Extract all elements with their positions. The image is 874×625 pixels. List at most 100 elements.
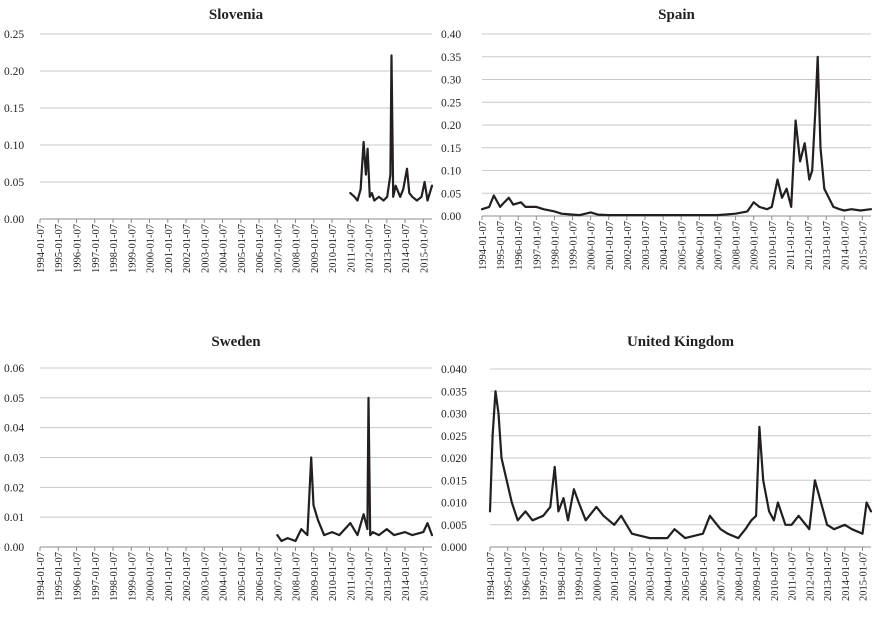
y-tick-label: 0.15 [4,103,24,115]
x-tick-label: 2013-01-07 [383,552,394,601]
y-tick-label: 0.01 [4,512,24,524]
x-tick-label: 2009-01-07 [752,552,763,601]
x-tick-label: 2004-01-07 [219,224,230,273]
x-tick-label: 2003-01-07 [646,552,657,601]
x-tick-label: 2004-01-07 [663,552,674,601]
x-tick-label: 2006-01-07 [695,221,706,270]
y-tick-label: 0.20 [4,66,24,78]
x-tick-label: 1995-01-07 [504,552,515,601]
chart-united-kingdom: United Kingdom 0.000 0.005 0.010 0.015 0.020 0… [441,334,873,601]
y-tick-label: 0.005 [441,520,467,532]
series-line [276,396,434,543]
x-tick-label: 2008-01-07 [732,221,743,270]
chart-panel-sweden: Sweden 0.00 0.01 0.02 0.03 0.04 0.05 0.06 1994-0… [0,322,437,625]
x-tick-label: 2008-01-07 [292,552,303,601]
y-tick-label: 0.05 [4,177,24,189]
x-tick-label: 2009-01-07 [310,552,321,601]
x-tick-label: 2002-01-07 [182,552,193,601]
x-tick-label: 1997-01-07 [532,221,543,270]
x-tick-label: 2013-01-07 [383,224,394,273]
x-tick-label: 2003-01-07 [200,224,211,273]
x-tick-label: 2003-01-07 [641,221,652,270]
chart-spain: Spain 0.00 0.05 0.10 0.15 0.20 0.25 0.30 0.35 0.4… [441,7,873,270]
x-tick-label: 2013-01-07 [822,221,833,270]
x-tick-label: 2006-01-07 [699,552,710,601]
x-tick-label: 2010-01-07 [328,224,339,273]
y-tick-label: 0.000 [441,542,467,554]
y-tick-label: 0.30 [441,75,461,87]
series-line [488,390,873,540]
x-tick-label: 2006-01-07 [255,552,266,601]
y-tick-label: 0.35 [441,52,461,64]
x-tick-label: 2004-01-07 [659,221,670,270]
x-tick-label: 2015-01-07 [419,552,430,601]
x-tick-label: 2003-01-07 [200,552,211,601]
x-tick-label: 2014-01-07 [840,221,851,270]
x-tick-label: 2005-01-07 [681,552,692,601]
x-tick-label: 2000-01-07 [592,552,603,601]
x-tick-label: 1995-01-07 [496,221,507,270]
x-tick-label: 2010-01-07 [328,552,339,601]
x-tick-label: 2005-01-07 [677,221,688,270]
x-tick-label: 2008-01-07 [734,552,745,601]
x-tick-label: 1997-01-07 [91,224,102,273]
y-tick-label: 0.00 [4,542,24,554]
x-tick-label: 2015-01-07 [859,552,870,601]
x-tick-label: 1994-01-07 [486,552,497,601]
x-tick-label: 2002-01-07 [182,224,193,273]
x-tick-label: 1996-01-07 [72,224,83,273]
x-tick-label: 1998-01-07 [109,224,120,273]
x-tick-label: 1998-01-07 [557,552,568,601]
x-tick-label: 1994-01-07 [36,552,47,601]
y-tick-label: 0.010 [441,498,467,510]
x-tick-label: 1995-01-07 [54,224,65,273]
x-tick-label: 2001-01-07 [164,224,175,273]
x-tick-label: 2001-01-07 [610,552,621,601]
x-tick-label: 2009-01-07 [750,221,761,270]
chart-panel-slovenia: Slovenia 0.00 0.05 0.10 0.15 0.20 0.25 1994-01-… [0,0,437,312]
chart-slovenia: Slovenia 0.00 0.05 0.10 0.15 0.20 0.25 1994-01-… [4,7,434,273]
y-tick-label: 0.00 [4,214,24,226]
x-tick-label: 2011-01-07 [346,224,357,273]
x-tick-label: 1999-01-07 [127,224,138,273]
x-tick-label: 2011-01-07 [346,552,357,601]
y-tick-label: 0.15 [441,143,461,155]
x-tick-label: 1998-01-07 [109,552,120,601]
x-tick-label: 2011-01-07 [788,552,799,601]
x-tick-label: 1996-01-07 [521,552,532,601]
x-tick-label: 2007-01-07 [717,552,728,601]
x-tick-label: 2000-01-07 [145,552,156,601]
x-tick-label: 1998-01-07 [550,221,561,270]
x-tick-label: 2014-01-07 [401,552,412,601]
x-tick-label: 2015-01-07 [419,224,430,273]
x-tick-label: 2012-01-07 [365,224,376,273]
y-tick-label: 0.10 [441,166,461,178]
x-tick-label: 2014-01-07 [401,224,412,273]
x-tick-label: 2000-01-07 [145,224,156,273]
chart-title: Spain [658,7,695,23]
x-tick-label: 2014-01-07 [841,552,852,601]
x-tick-label: 2005-01-07 [237,552,248,601]
y-tick-label: 0.035 [441,386,467,398]
x-tick-label: 1996-01-07 [72,552,83,601]
x-tick-label: 1997-01-07 [539,552,550,601]
chart-panel-united-kingdom: United Kingdom 0.000 0.005 0.010 0.015 0.020 0… [437,322,874,625]
x-tick-label: 2001-01-07 [164,552,175,601]
y-tick-label: 0.04 [4,423,24,435]
x-tick-label: 2013-01-07 [823,552,834,601]
x-tick-label: 1999-01-07 [127,552,138,601]
y-tick-label: 0.05 [441,188,461,200]
series-line [480,55,873,217]
x-tick-label: 2002-01-07 [623,221,634,270]
x-tick-label: 2008-01-07 [292,224,303,273]
x-tick-label: 2010-01-07 [770,552,781,601]
x-tick-label: 2015-01-07 [858,221,869,270]
chart-title: Slovenia [209,7,264,23]
x-tick-label: 1994-01-07 [36,224,47,273]
y-tick-label: 0.25 [4,29,24,41]
x-tick-label: 2006-01-07 [255,224,266,273]
x-tick-label: 2004-01-07 [219,552,230,601]
x-tick-label: 2010-01-07 [768,221,779,270]
y-tick-label: 0.20 [441,120,461,132]
x-tick-label: 1999-01-07 [569,221,580,270]
